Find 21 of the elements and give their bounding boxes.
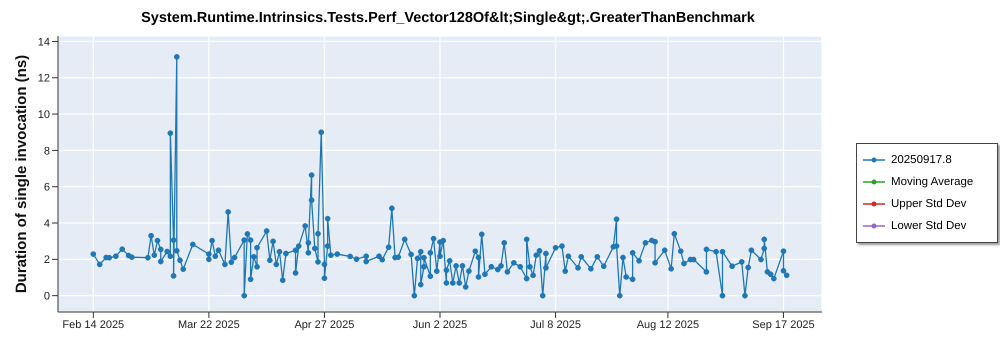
x-tick-label: Apr 27 2025 <box>294 318 354 331</box>
legend-label: Lower Std Dev <box>891 220 966 232</box>
y-tick-label: 8 <box>44 145 50 158</box>
x-tick-label: Feb 14 2025 <box>62 318 124 331</box>
y-tick-label: 0 <box>44 290 50 303</box>
legend-label: 20250917.8 <box>891 154 952 166</box>
chart-title: System.Runtime.Intrinsics.Tests.Perf_Vector128Of&lt;Single&gt;.GreaterThanBenchmark <box>140 10 756 26</box>
x-tick-label: Sep 17 2025 <box>752 318 815 331</box>
y-tick-label: 4 <box>44 218 50 230</box>
y-tick-label: 6 <box>44 182 50 194</box>
y-tick-label: 12 <box>38 72 50 85</box>
legend-label: Upper Std Dev <box>891 198 966 210</box>
x-tick-label: Jun 2 2025 <box>412 318 468 331</box>
y-axis-title: Duration of single invocation (ns) <box>13 54 30 294</box>
x-tick-label: Aug 12 2025 <box>636 318 700 331</box>
y-tick-label: 2 <box>44 254 50 266</box>
x-tick-label: Jul 8 2025 <box>530 318 581 331</box>
legend-label: Moving Average <box>891 176 974 188</box>
y-tick-label: 14 <box>38 36 50 48</box>
y-tick-label: 10 <box>38 108 50 121</box>
x-tick-label: Mar 22 2025 <box>178 318 240 331</box>
